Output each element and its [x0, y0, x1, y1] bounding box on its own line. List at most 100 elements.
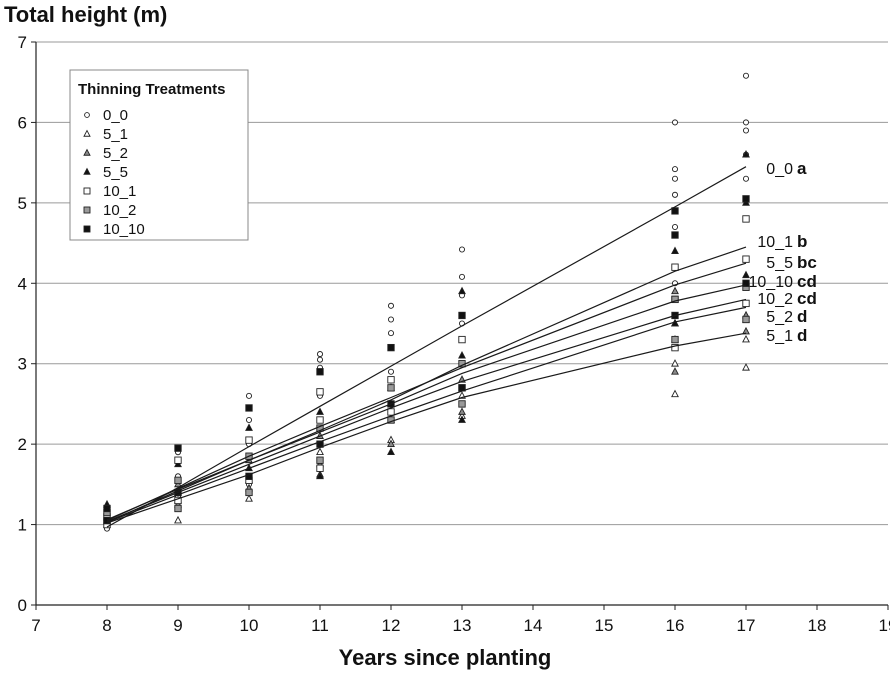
data-point-0-0: [742, 119, 750, 126]
data-point-5-1: [742, 334, 750, 343]
significance-letter: cd: [797, 289, 817, 308]
data-point-10-1: [458, 335, 466, 344]
treatment-label: 10_10: [749, 274, 794, 291]
legend-entry: 10_10: [103, 221, 145, 238]
y-tick-label: 0: [18, 596, 27, 615]
data-point-0-0: [245, 417, 253, 424]
data-point-5-5: [316, 407, 324, 415]
fit-line-10-2: [106, 298, 747, 522]
treatment-label: 5_1: [766, 328, 793, 345]
data-point-10-10: [671, 231, 679, 239]
y-tick-label: 3: [18, 355, 27, 374]
legend-entry: 10_1: [103, 183, 136, 200]
legend-marker: [84, 112, 90, 118]
treatment-label: 10_2: [757, 291, 793, 308]
treatment-label: 10_1: [757, 234, 793, 251]
treatment-label: 0_0: [766, 161, 793, 178]
x-tick-label: 16: [666, 616, 685, 635]
legend-marker: [83, 187, 91, 195]
data-point-10-1: [316, 388, 324, 396]
data-point-10-10: [316, 368, 324, 376]
data-point-5-1: [316, 447, 324, 456]
data-point-5-2: [387, 439, 395, 447]
data-point-10-2: [671, 295, 679, 304]
data-point-5-5: [316, 471, 324, 480]
data-point-0-0: [671, 223, 679, 230]
data-point-5-5: [742, 270, 750, 279]
data-point-10-2: [316, 456, 324, 464]
data-point-10-10: [387, 343, 395, 352]
significance-letter: bc: [797, 253, 817, 272]
legend-marker: [83, 225, 91, 233]
data-point-0-0: [387, 316, 395, 323]
data-point-0-0: [387, 330, 395, 337]
fit-line-10-1: [106, 246, 747, 523]
data-point-5-5: [458, 415, 466, 423]
x-tick-label: 8: [102, 616, 111, 635]
y-tick-label: 6: [18, 113, 27, 132]
data-point-10-10: [742, 279, 750, 287]
data-point-10-2: [671, 335, 679, 344]
data-point-5-1: [671, 389, 679, 398]
significance-letter: a: [797, 159, 807, 178]
data-point-0-0: [671, 175, 679, 182]
data-point-0-0: [316, 356, 324, 363]
data-point-5-1: [174, 515, 182, 524]
legend-title: Thinning Treatments: [78, 81, 226, 98]
data-point-10-2: [174, 476, 182, 484]
fit-line-5-1: [106, 332, 747, 524]
data-point-10-2: [742, 315, 750, 324]
data-point-10-2: [245, 488, 253, 497]
data-point-5-1: [671, 359, 679, 367]
x-tick-label: 13: [453, 616, 472, 635]
y-tick-label: 4: [18, 274, 27, 293]
data-point-10-10: [742, 195, 750, 203]
data-point-10-1: [742, 215, 750, 223]
y-tick-label: 5: [18, 194, 27, 213]
fit-line-0-0: [106, 166, 747, 528]
data-point-10-2: [458, 400, 466, 408]
x-tick-label: 14: [524, 616, 543, 635]
data-point-10-10: [245, 404, 253, 412]
data-point-5-5: [671, 246, 679, 254]
data-point-5-1: [742, 363, 750, 371]
data-point-10-1: [174, 456, 182, 464]
data-point-5-2: [671, 367, 679, 375]
y-tick-label: 1: [18, 516, 27, 535]
data-point-10-10: [103, 504, 111, 513]
legend-entry: 5_1: [103, 126, 128, 143]
data-point-0-0: [671, 166, 679, 173]
data-point-10-1: [316, 416, 324, 424]
data-point-10-1: [245, 436, 253, 444]
data-point-0-0: [742, 72, 750, 79]
x-tick-label: 19: [879, 616, 890, 635]
legend-box: [69, 69, 249, 241]
data-point-5-5: [458, 351, 466, 359]
data-point-0-0: [742, 127, 750, 134]
data-point-10-2: [387, 384, 395, 392]
treatment-label: 5_5: [766, 255, 793, 272]
data-point-10-1: [742, 255, 750, 263]
fit-line-5-2: [106, 306, 747, 523]
data-point-0-0: [458, 273, 466, 280]
data-point-5-5: [458, 286, 466, 295]
x-tick-label: 15: [595, 616, 614, 635]
data-point-0-0: [458, 246, 466, 253]
x-axis-title: Years since planting: [338, 645, 552, 670]
legend-entry: 5_5: [103, 164, 128, 181]
y-axis-title: Total height (m): [4, 2, 168, 27]
data-point-0-0: [671, 191, 679, 198]
data-point-0-0: [245, 392, 253, 399]
data-point-0-0: [671, 119, 679, 126]
y-tick-label: 7: [18, 33, 27, 52]
data-point-0-0: [387, 302, 395, 309]
legend-marker: [83, 148, 91, 156]
legend-marker: [83, 206, 91, 214]
legend-entry: 5_2: [103, 145, 128, 162]
legend-entry: 10_2: [103, 202, 136, 219]
data-point-5-2: [458, 407, 466, 415]
significance-letter: d: [797, 326, 807, 345]
fit-line-10-10: [106, 284, 747, 521]
x-tick-label: 10: [240, 616, 259, 635]
